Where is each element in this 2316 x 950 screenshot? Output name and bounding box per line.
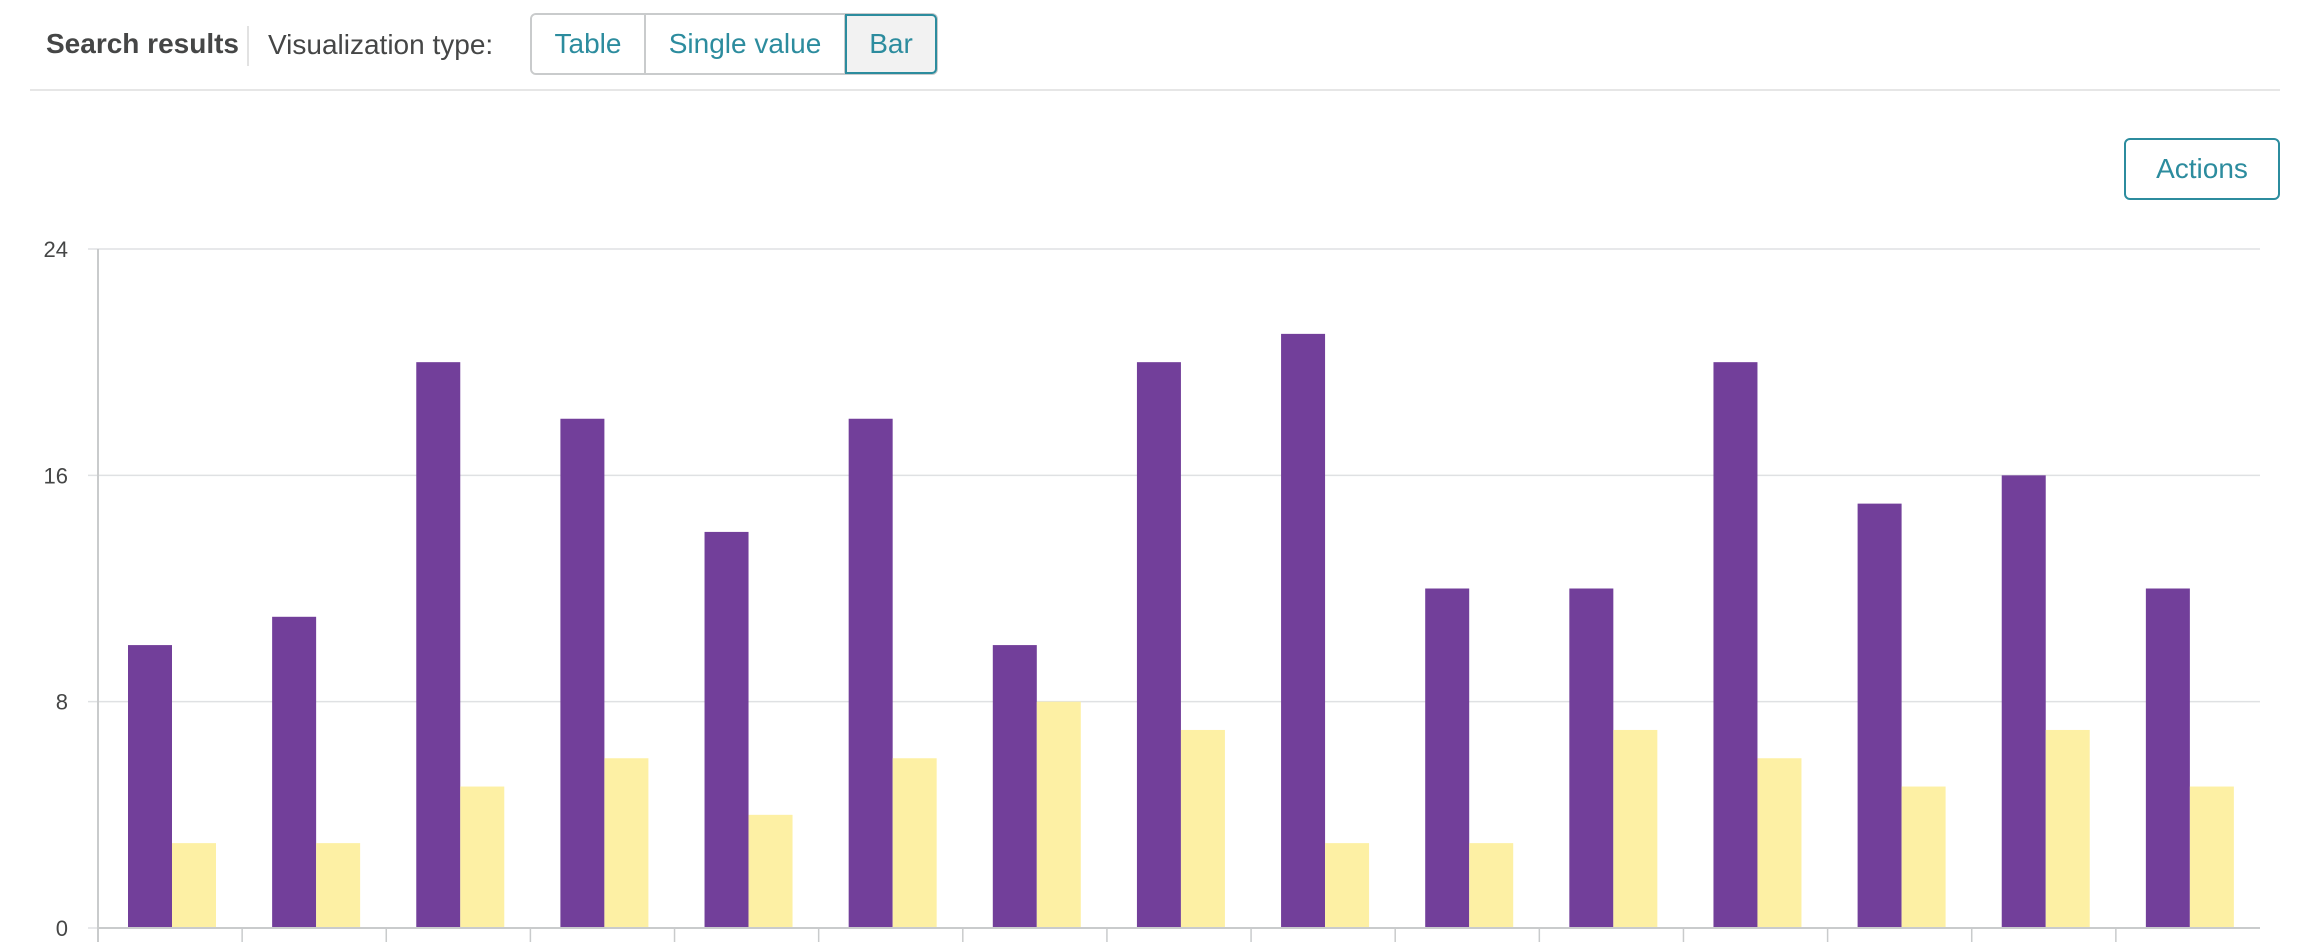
bar-series-1 (1281, 333, 1326, 928)
viz-option-single-value[interactable]: Single value (646, 15, 846, 73)
bar-series-2 (2045, 729, 2090, 928)
bar-series-2 (1469, 843, 1514, 928)
bar-series-1 (1857, 503, 1902, 928)
bar-series-2 (316, 843, 361, 928)
bar-series-1 (128, 645, 172, 928)
bar-series-1 (1569, 588, 1614, 928)
bar-series-2 (604, 758, 649, 928)
bar-series-2 (1180, 729, 1225, 928)
y-tick-label: 8 (56, 690, 68, 715)
bar-series-1 (848, 418, 893, 928)
header-divider (247, 26, 249, 66)
viz-option-bar[interactable]: Bar (845, 14, 937, 74)
viz-option-table[interactable]: Table (532, 15, 646, 73)
bar-series-1 (272, 616, 317, 928)
bar-series-1 (1136, 362, 1181, 929)
bar-series-2 (748, 814, 793, 928)
y-tick-label: 0 (56, 916, 68, 941)
bar-series-1 (704, 531, 749, 928)
bar-series-2 (1901, 786, 1946, 928)
bar-series-1 (560, 418, 605, 928)
bar-series-2 (2189, 786, 2234, 928)
visualization-type-selector: Table Single value Bar (530, 13, 938, 75)
results-header: Search results Visualization type: Table… (30, 0, 2280, 91)
page-title: Search results (46, 28, 239, 59)
bar-series-2 (1613, 729, 1658, 928)
bar-series-2 (1036, 701, 1081, 928)
bar-series-1 (2001, 475, 2046, 928)
bar-series-1 (1713, 362, 1758, 929)
bar-series-2 (1757, 758, 1802, 928)
bar-series-2 (1325, 843, 1370, 928)
visualization-type-label: Visualization type: (268, 29, 494, 60)
y-tick-label: 24 (44, 237, 68, 262)
bar-series-2 (460, 786, 505, 928)
bar-series-2 (172, 843, 216, 928)
actions-button[interactable]: Actions (2124, 138, 2280, 200)
bar-series-1 (992, 645, 1037, 928)
bar-series-2 (892, 758, 937, 928)
bar-series-1 (1425, 588, 1470, 928)
y-tick-label: 16 (44, 463, 68, 488)
bar-series-1 (2145, 588, 2190, 928)
bar-series-1 (416, 362, 461, 929)
